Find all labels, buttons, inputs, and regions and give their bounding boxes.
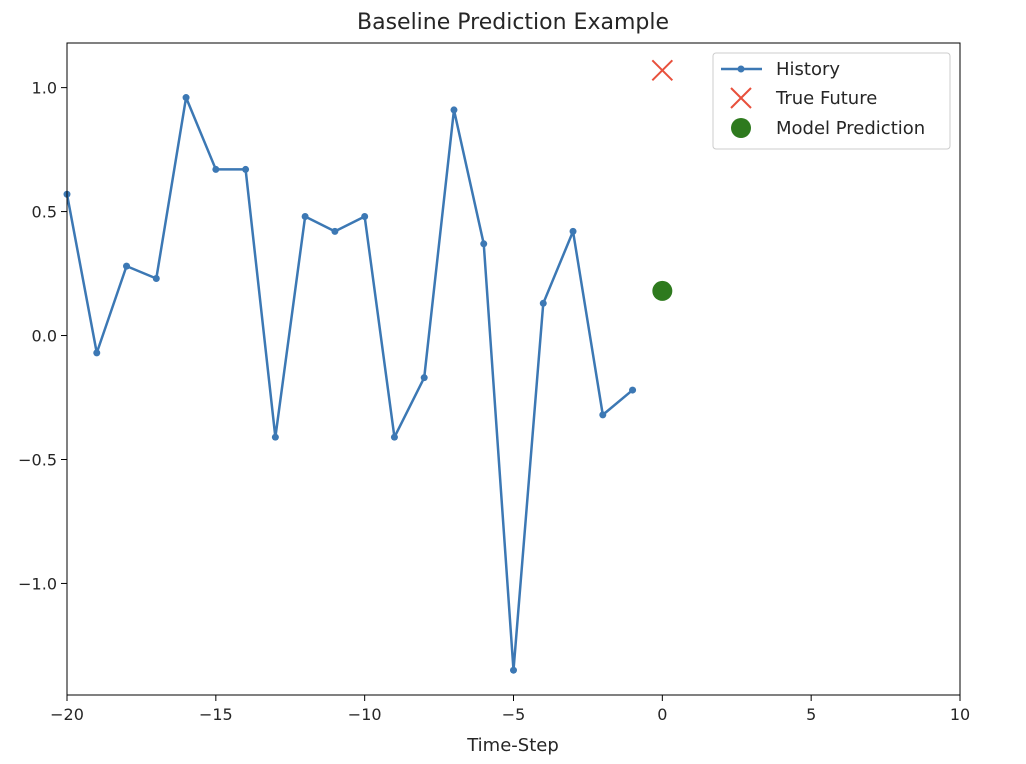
y-tick-label: −0.5: [18, 450, 57, 469]
x-tick-label: −10: [348, 705, 382, 724]
x-tick-label: 5: [806, 705, 816, 724]
y-tick-label: 0.0: [32, 327, 57, 346]
history-point: [93, 349, 101, 357]
history-point: [123, 262, 131, 270]
chart-title: Baseline Prediction Example: [357, 10, 669, 35]
history-point: [212, 165, 220, 173]
true-future-stroke: [651, 59, 674, 81]
legend-history-label: History: [776, 59, 840, 80]
legend-model-prediction-label: Model Prediction: [776, 118, 925, 139]
y-tick-label: 1.0: [32, 79, 57, 98]
history-point: [182, 94, 190, 102]
history-point: [629, 386, 637, 394]
history-line: [65, 96, 634, 672]
legend-box: [712, 52, 951, 150]
y-axis: −1.0 −0.5 0.0 0.5 1.0: [18, 79, 67, 593]
plot-area: [63, 59, 674, 674]
x-axis-label: Time-Step: [466, 735, 559, 756]
history-point: [271, 433, 279, 441]
history-point: [390, 433, 398, 441]
history-point: [152, 275, 160, 283]
history-point: [331, 227, 339, 235]
legend-true-future-marker: [730, 87, 752, 109]
x-axis: −20 −15 −10 −5 0 5 10: [50, 695, 970, 724]
legend: History True Future Model Prediction: [712, 52, 951, 150]
legend-history-marker: [737, 65, 745, 73]
x-tick-label: 0: [657, 705, 667, 724]
legend-model-prediction-marker: [731, 118, 751, 138]
history-point: [510, 666, 517, 674]
history-point: [242, 165, 250, 173]
history-point: [420, 374, 428, 382]
legend-true-future-label: True Future: [775, 88, 877, 109]
y-tick-label: 0.5: [32, 203, 57, 222]
x-tick-label: −5: [502, 705, 526, 724]
x-tick-label: −20: [50, 705, 84, 724]
x-tick-label: 10: [950, 705, 970, 724]
history-point: [361, 213, 369, 221]
history-point: [450, 106, 458, 114]
history-point: [480, 240, 488, 248]
y-tick-label: −1.0: [18, 574, 57, 593]
history-point: [569, 227, 577, 235]
history-point: [301, 213, 309, 221]
true-future-point: [651, 59, 674, 81]
x-tick-label: −15: [199, 705, 233, 724]
model-prediction-point: [652, 280, 673, 301]
history-point: [599, 411, 607, 419]
history-point: [539, 299, 547, 307]
